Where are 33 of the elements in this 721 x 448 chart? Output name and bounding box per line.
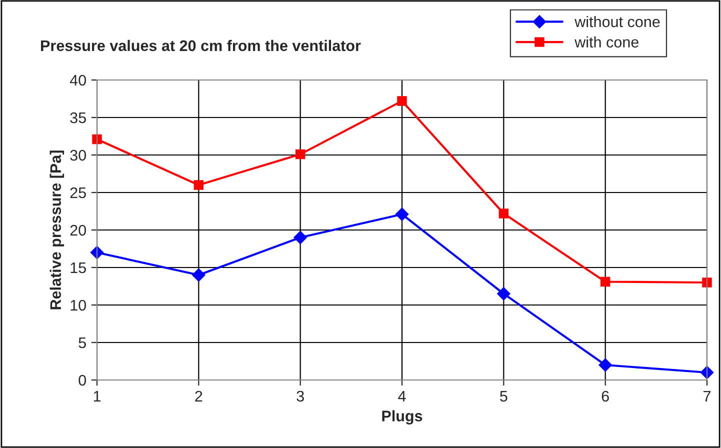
x-axis-title: Plugs	[382, 410, 422, 425]
y-tick-label: 15	[70, 262, 86, 274]
point	[395, 208, 409, 221]
y-tick-label: 0	[78, 374, 86, 386]
x-tick-label: 5	[500, 390, 508, 402]
y-tick-label: 40	[70, 74, 86, 86]
x-tick-label: 2	[195, 390, 202, 402]
point	[295, 149, 306, 160]
x-tick-label: 7	[704, 390, 710, 402]
point	[294, 230, 307, 244]
y-tick-label: 30	[70, 150, 86, 161]
legend-label: without cone	[574, 16, 660, 28]
y-axis-title: Relative pressure [Pa]	[50, 150, 64, 310]
chart-title: Pressure values at 20 cm from the ventilator	[41, 40, 361, 52]
point	[194, 180, 204, 190]
point	[397, 96, 407, 106]
point	[192, 268, 206, 282]
y-tick-label: 35	[70, 112, 86, 124]
y-tick-label: 25	[70, 187, 86, 198]
y-tick-label: 20	[70, 224, 86, 236]
point	[498, 208, 509, 218]
x-tick-label: 4	[398, 390, 406, 402]
point	[702, 278, 712, 288]
y-tick-label: 5	[78, 338, 86, 348]
x-tick-label: 3	[296, 390, 304, 402]
x-tick-label: 6	[602, 390, 609, 402]
point	[598, 358, 612, 372]
point	[497, 287, 510, 300]
point	[600, 276, 610, 287]
x-tick-label: 1	[94, 390, 101, 402]
legend-label: with cone	[574, 36, 638, 48]
point	[92, 134, 102, 144]
y-tick-label: 10	[70, 300, 86, 311]
